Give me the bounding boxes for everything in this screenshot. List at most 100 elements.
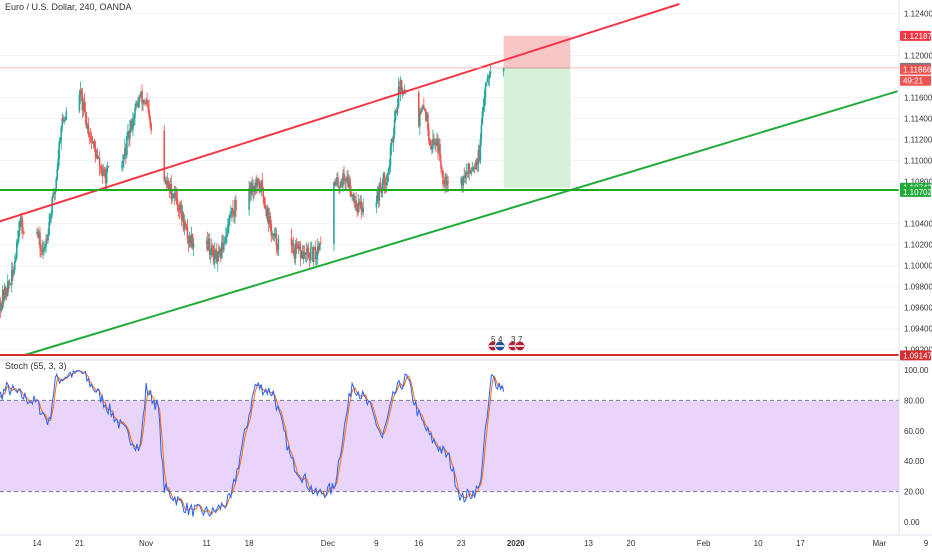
candle-body: [480, 124, 483, 140]
candle-body: [349, 179, 351, 192]
candle-body: [478, 149, 481, 161]
candle-body: [177, 205, 180, 210]
candle-body: [171, 197, 174, 200]
flag-stripe: [516, 345, 524, 347]
candle-body: [397, 86, 400, 108]
candle-body: [56, 168, 58, 180]
candle-body: [140, 91, 142, 97]
candle-body: [426, 113, 428, 122]
candle-body: [315, 255, 318, 260]
candle-body: [273, 234, 276, 237]
candle-body: [102, 169, 105, 176]
candle-body: [129, 128, 131, 139]
candle-body: [176, 198, 179, 206]
time-axis[interactable]: 14 21 Nov 11 18 Dec 9 16 23 2020 13 20 Feb 10 17 Mar 9: [33, 539, 929, 548]
candle-body: [20, 216, 22, 221]
candle-body: [79, 90, 82, 95]
candle-body: [61, 118, 64, 128]
candle-body: [353, 194, 355, 203]
candle-body: [338, 186, 340, 188]
candle-body: [22, 227, 24, 232]
price-tag[interactable]: 49:21: [900, 75, 931, 86]
candle-body: [437, 139, 439, 153]
candle-body: [307, 251, 310, 258]
candle-body: [348, 179, 350, 188]
price-tag[interactable]: 1.11866: [900, 64, 932, 75]
candle-body: [5, 295, 8, 297]
candle-body: [89, 137, 92, 139]
candle-body: [142, 99, 144, 104]
candle-body: [441, 168, 443, 172]
candle-body: [470, 170, 473, 174]
candle-body: [335, 181, 337, 186]
candle-body: [18, 230, 20, 240]
candle-body: [270, 224, 273, 236]
red-channel-line[interactable]: [0, 3, 680, 229]
candle-body: [232, 208, 234, 215]
candle-body: [311, 247, 314, 262]
candle-body: [84, 111, 87, 116]
candle-body: [436, 139, 438, 146]
position-zones[interactable]: [503, 35, 571, 188]
stochastic-pane[interactable]: [0, 369, 899, 517]
candle-body: [63, 120, 66, 122]
event-icon-eu[interactable]: 4: [494, 335, 506, 352]
candle-body: [294, 243, 297, 259]
candle-body: [313, 247, 316, 249]
candle-body: [212, 254, 215, 264]
price-axis[interactable]: 1.12400 1.12000 1.11600 1.11400 1.11200 1.110…: [900, 9, 932, 527]
candle-body: [230, 214, 232, 216]
price-tag[interactable]: 1.09147: [900, 350, 932, 361]
candle-body: [188, 235, 191, 244]
candle-body: [92, 142, 95, 144]
price-tick-label: 1.09400: [904, 325, 932, 334]
price-tick-label: 1.09200: [904, 346, 932, 355]
candle-body: [219, 248, 221, 254]
take-profit-zone[interactable]: [503, 67, 571, 188]
candle-body: [62, 118, 65, 121]
price-tag[interactable]: 1.10702: [900, 186, 932, 197]
flag-stripe: [489, 345, 497, 347]
candle-body: [168, 187, 171, 190]
stoch-tick-label: 40.00: [904, 457, 925, 466]
candle-body: [444, 176, 446, 185]
candle-body: [104, 171, 107, 184]
candle-body: [474, 167, 477, 170]
price-tick-label: 1.10200: [904, 241, 932, 250]
candle-body: [10, 270, 13, 286]
candle-body: [502, 67, 505, 72]
candle-body: [299, 249, 302, 259]
candle-body: [381, 181, 384, 194]
price-tag[interactable]: 1.12187: [900, 30, 932, 41]
candle-body: [216, 251, 219, 263]
candle-body: [334, 181, 336, 186]
stop-loss-zone[interactable]: [503, 35, 571, 68]
stoch-tick-label: 60.00: [904, 427, 925, 436]
candle-body: [55, 179, 57, 189]
candle-body: [90, 137, 93, 141]
candle-body: [222, 242, 224, 250]
trend-lines[interactable]: [0, 3, 899, 356]
candle-body: [231, 208, 233, 215]
candle-body: [4, 286, 7, 296]
candle-body: [248, 188, 250, 210]
candle-body: [438, 144, 440, 153]
candle-body: [477, 149, 480, 165]
candle-body: [128, 131, 130, 139]
candle-body: [271, 233, 274, 236]
candle-body: [396, 107, 399, 114]
symbol-title: Euro / U.S. Dollar, 240, OANDA: [5, 2, 132, 12]
event-icon-us[interactable]: 7: [514, 335, 526, 352]
candle-body: [467, 163, 470, 174]
candle-body: [166, 180, 169, 185]
flag-stripe: [509, 345, 517, 347]
candle-body: [429, 140, 431, 146]
green-trend-line[interactable]: [24, 90, 898, 356]
time-tick-label: 9: [374, 539, 379, 548]
candle-body: [225, 236, 227, 242]
candle-body: [446, 181, 448, 186]
candle-body: [163, 130, 166, 181]
candle-body: [439, 144, 441, 162]
